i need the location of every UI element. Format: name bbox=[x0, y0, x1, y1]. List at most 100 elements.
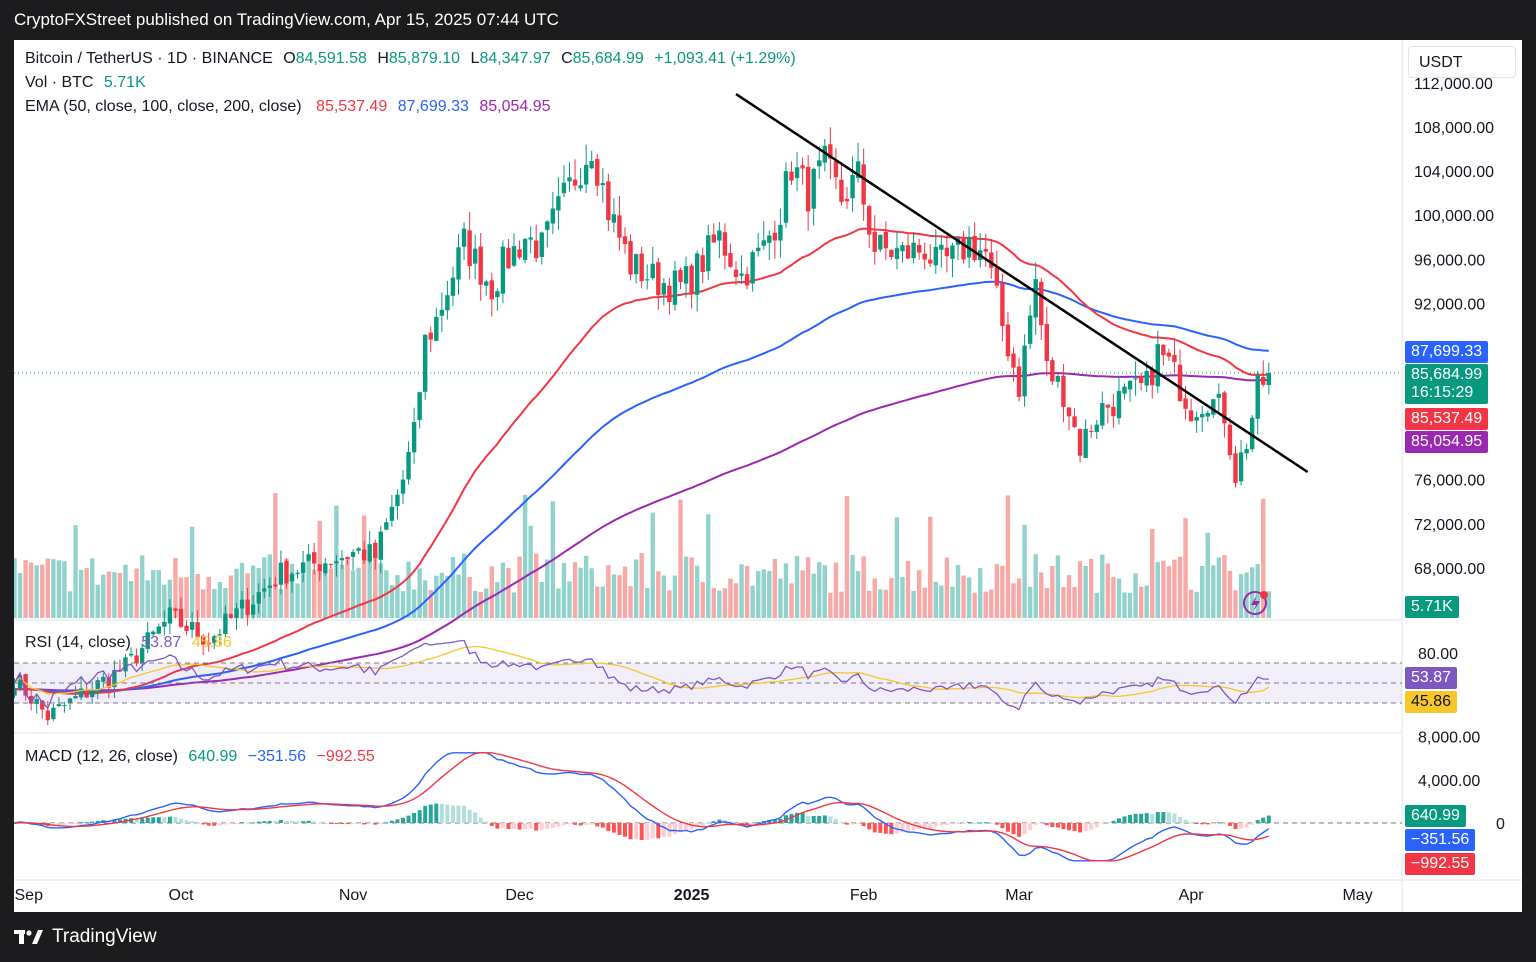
candle-body bbox=[1116, 391, 1122, 419]
volume-bar bbox=[922, 587, 927, 618]
macd-histogram-bar bbox=[900, 823, 905, 833]
chart-canvas[interactable]: 112,000.00 108,000.00 104,000.00 100,000.00… bbox=[14, 40, 1522, 912]
tradingview-logo[interactable]: TradingView bbox=[14, 926, 157, 948]
price-tick-label: 100,000.00 bbox=[1414, 208, 1494, 225]
candle-body bbox=[1177, 364, 1183, 402]
volume-bar bbox=[106, 571, 112, 618]
volume-bar bbox=[1172, 559, 1177, 618]
candle-body bbox=[423, 334, 428, 392]
volume-label: Vol · BTC bbox=[25, 74, 94, 91]
ema50-price-tag: 85,537.49 bbox=[1405, 408, 1489, 430]
volume-bar bbox=[1150, 528, 1155, 618]
candle-body bbox=[411, 422, 417, 453]
macd-histogram-bar bbox=[1144, 813, 1149, 823]
macd-histogram-bar bbox=[634, 823, 639, 840]
volume-bar bbox=[23, 560, 28, 618]
volume-bar bbox=[578, 567, 583, 618]
volume-bar bbox=[1094, 592, 1099, 618]
volume-bar bbox=[778, 578, 783, 618]
macd-histogram-bar bbox=[556, 823, 561, 827]
candle-body bbox=[78, 688, 84, 698]
candle-body bbox=[861, 164, 866, 205]
candle-body bbox=[1072, 416, 1077, 427]
candle-body bbox=[1233, 453, 1238, 483]
macd-histogram-bar bbox=[1055, 823, 1060, 828]
volume-bar bbox=[789, 583, 794, 618]
candle-body bbox=[23, 674, 28, 696]
volume-bar bbox=[667, 590, 672, 618]
candle-body bbox=[217, 634, 223, 636]
candle-body bbox=[839, 179, 844, 202]
volume-bar bbox=[206, 576, 211, 618]
volume-bar bbox=[972, 592, 977, 618]
macd-histogram-bar bbox=[201, 823, 206, 825]
currency-selector[interactable]: USDT bbox=[1408, 46, 1516, 78]
candle-body bbox=[334, 561, 339, 564]
macd-histogram-bar bbox=[822, 815, 827, 823]
macd-histogram-bar bbox=[1005, 823, 1010, 832]
macd-histogram-bar bbox=[772, 819, 777, 823]
macd-histogram-bar bbox=[1183, 819, 1188, 823]
volume-bar bbox=[528, 525, 533, 618]
volume-bar bbox=[894, 517, 900, 618]
volume-bar bbox=[67, 591, 73, 618]
candle-body bbox=[561, 182, 567, 194]
volume-bar bbox=[484, 588, 489, 618]
candle-body bbox=[484, 281, 489, 286]
candle-body bbox=[1205, 412, 1210, 417]
volume-bar bbox=[156, 570, 161, 618]
candle-body bbox=[156, 626, 161, 634]
volume-bar bbox=[1144, 585, 1149, 618]
volume-bar bbox=[489, 566, 494, 618]
candle-body bbox=[278, 562, 284, 585]
volume-bar bbox=[645, 587, 650, 618]
volume-bar bbox=[717, 590, 722, 618]
low-value: 84,347.97 bbox=[479, 50, 551, 67]
candle-body bbox=[51, 707, 56, 720]
volume-bar bbox=[151, 570, 156, 618]
volume-bar bbox=[189, 526, 195, 618]
candle-body bbox=[1244, 449, 1249, 454]
volume-bar bbox=[1216, 557, 1222, 618]
volume-bar bbox=[1194, 591, 1199, 618]
volume-bar bbox=[1138, 586, 1144, 618]
volume-bar bbox=[966, 577, 972, 618]
candle-body bbox=[223, 613, 228, 634]
candle-body bbox=[1044, 323, 1049, 361]
candle-body bbox=[1255, 375, 1260, 419]
volume-bar bbox=[811, 573, 816, 618]
macd-histogram-bar bbox=[456, 805, 461, 823]
candle-body bbox=[661, 283, 667, 295]
macd-signal-value: −992.55 bbox=[316, 748, 375, 765]
candle-body bbox=[811, 168, 816, 209]
volume-bar bbox=[633, 559, 639, 618]
price-tick-label: 112,000.00 bbox=[1414, 76, 1493, 93]
volume-bar bbox=[45, 558, 50, 618]
volume-bar bbox=[84, 567, 89, 618]
candle-body bbox=[678, 269, 683, 282]
candle-body bbox=[728, 253, 733, 267]
macd-histogram-bar bbox=[650, 823, 655, 839]
macd-histogram-bar bbox=[1011, 823, 1016, 835]
candle-body bbox=[1183, 398, 1188, 409]
volume-bar bbox=[689, 557, 694, 618]
chart-frame[interactable]: 112,000.00 108,000.00 104,000.00 100,000.00… bbox=[14, 40, 1522, 912]
volume-bar bbox=[339, 564, 345, 618]
volume-bar bbox=[905, 560, 911, 618]
candle-body bbox=[539, 232, 544, 257]
candle-body bbox=[778, 224, 783, 241]
candle-body bbox=[234, 608, 239, 619]
volume-bar bbox=[1027, 586, 1033, 618]
volume-bar bbox=[706, 514, 711, 618]
close-value: 85,684.99 bbox=[572, 50, 644, 67]
candle-body bbox=[34, 698, 39, 704]
macd-histogram-bar bbox=[273, 821, 278, 823]
volume-bar bbox=[1066, 575, 1072, 618]
candle-body bbox=[622, 236, 628, 245]
volume-bar bbox=[872, 578, 877, 618]
candle-body bbox=[706, 235, 711, 272]
macd-histogram-bar bbox=[961, 823, 966, 824]
volume-bar bbox=[56, 560, 62, 618]
macd-histogram-bar bbox=[167, 816, 172, 823]
volume-bar bbox=[367, 558, 372, 618]
